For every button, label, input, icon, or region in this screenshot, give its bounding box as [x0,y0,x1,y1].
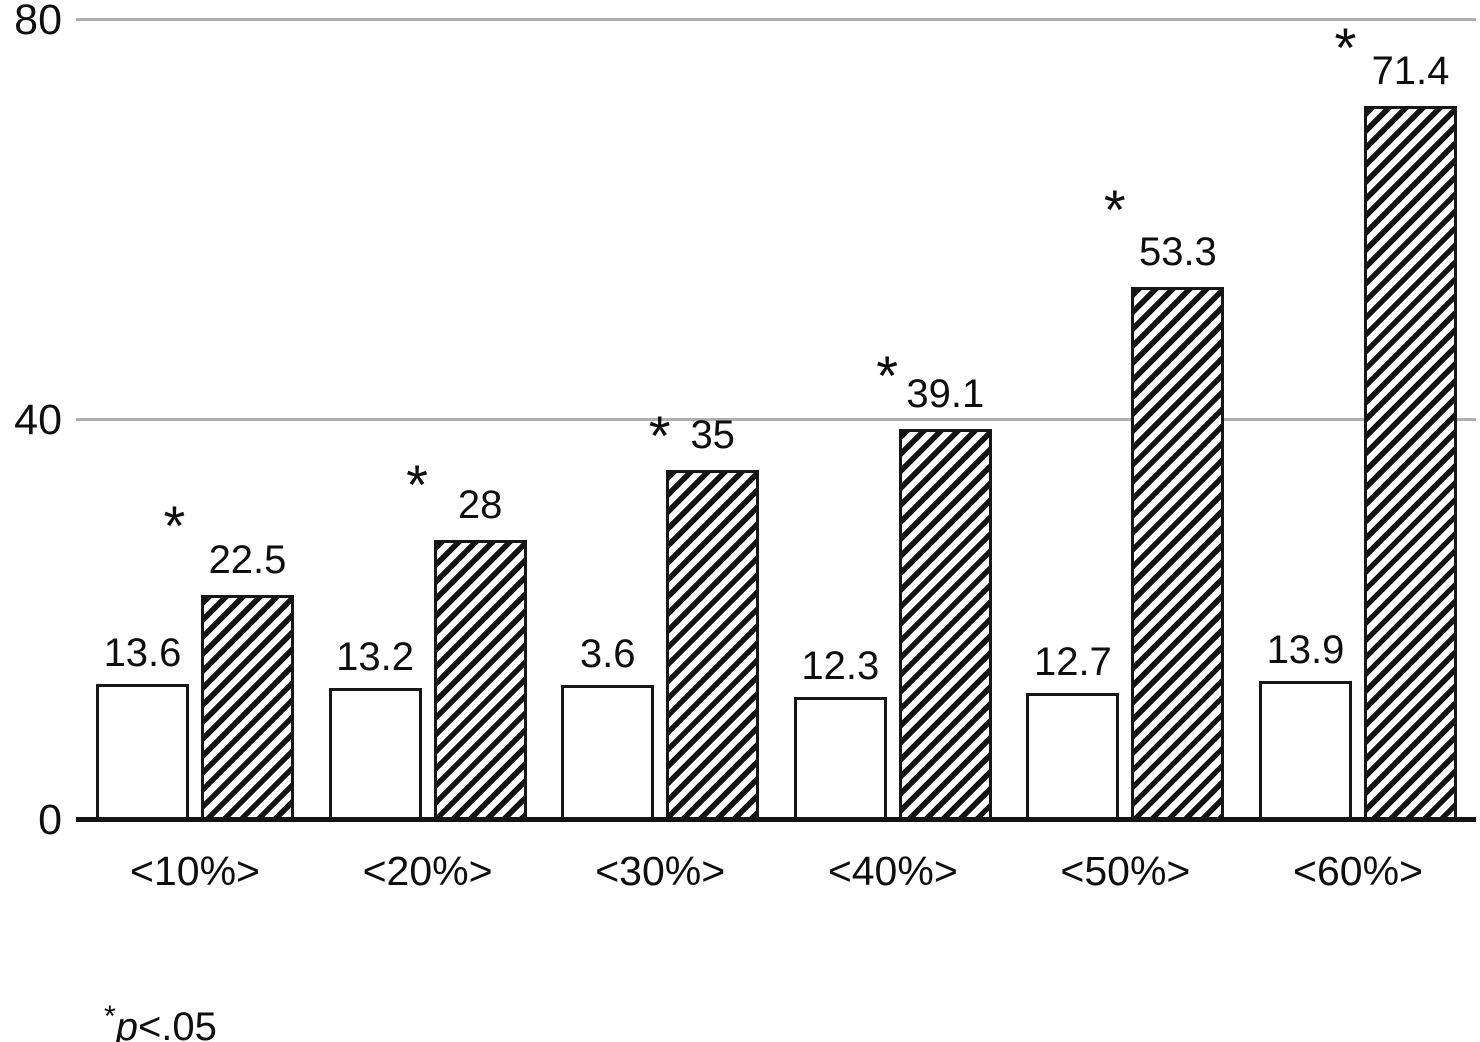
value-label-hatched-1: 22.5 [208,538,287,582]
y-axis-tick-label-40: 40 [14,396,62,444]
significance-asterisk-1: * [163,494,186,557]
value-label-plain-1: 13.6 [103,631,182,675]
value-label-plain-3: 3.6 [579,632,636,676]
bar-plain-4 [793,697,887,820]
significance-asterisk-2: * [406,453,428,516]
value-label-hatched-6: 71.4 [1371,49,1450,93]
bar-hatched-5 [1131,287,1225,820]
bar-hatched-1 [201,595,294,820]
bar-plain-6 [1259,681,1352,820]
bar-plain-3 [561,685,655,820]
bar-plain-2 [328,688,422,820]
bar-hatched-2 [433,540,527,820]
footnote-p-symbol: p [115,1005,138,1042]
category-label-6: <60%> [1293,848,1423,894]
bar-plain-1 [96,684,189,820]
category-label-4: <40%> [827,848,958,894]
value-label-hatched-2: 28 [457,483,503,527]
significance-asterisk-3: * [648,404,671,467]
significance-asterisk-5: * [1103,178,1126,241]
bar-hatched-4 [898,429,992,820]
bar-hatched-3 [666,470,760,820]
bar-plain-5 [1026,693,1120,820]
category-label-3: <30%> [595,848,726,894]
gridline-40 [76,418,1476,421]
value-label-plain-4: 12.3 [801,644,880,688]
x-axis-baseline [76,817,1476,822]
bar-hatched-6 [1364,106,1457,820]
category-label-2: <20%> [362,848,493,894]
category-label-1: <10%> [130,848,260,894]
value-label-hatched-4: 39.1 [906,372,985,416]
significance-footnote: *p<.05 [104,993,217,1042]
significance-asterisk-4: * [876,344,899,407]
gridline-80 [76,18,1476,21]
significance-asterisk-6: * [1334,16,1357,79]
footnote-threshold: <.05 [137,1005,217,1042]
value-label-hatched-5: 53.3 [1138,230,1217,274]
y-axis-tick-label-0: 0 [38,796,62,844]
value-label-plain-5: 12.7 [1033,640,1112,684]
footnote-asterisk: * [104,1000,116,1033]
value-label-plain-6: 13.9 [1266,628,1345,672]
value-label-hatched-3: 35 [690,413,735,457]
category-label-5: <50%> [1060,848,1191,894]
y-axis-tick-label-80: 80 [14,0,62,44]
value-label-plain-2: 13.2 [336,635,415,679]
